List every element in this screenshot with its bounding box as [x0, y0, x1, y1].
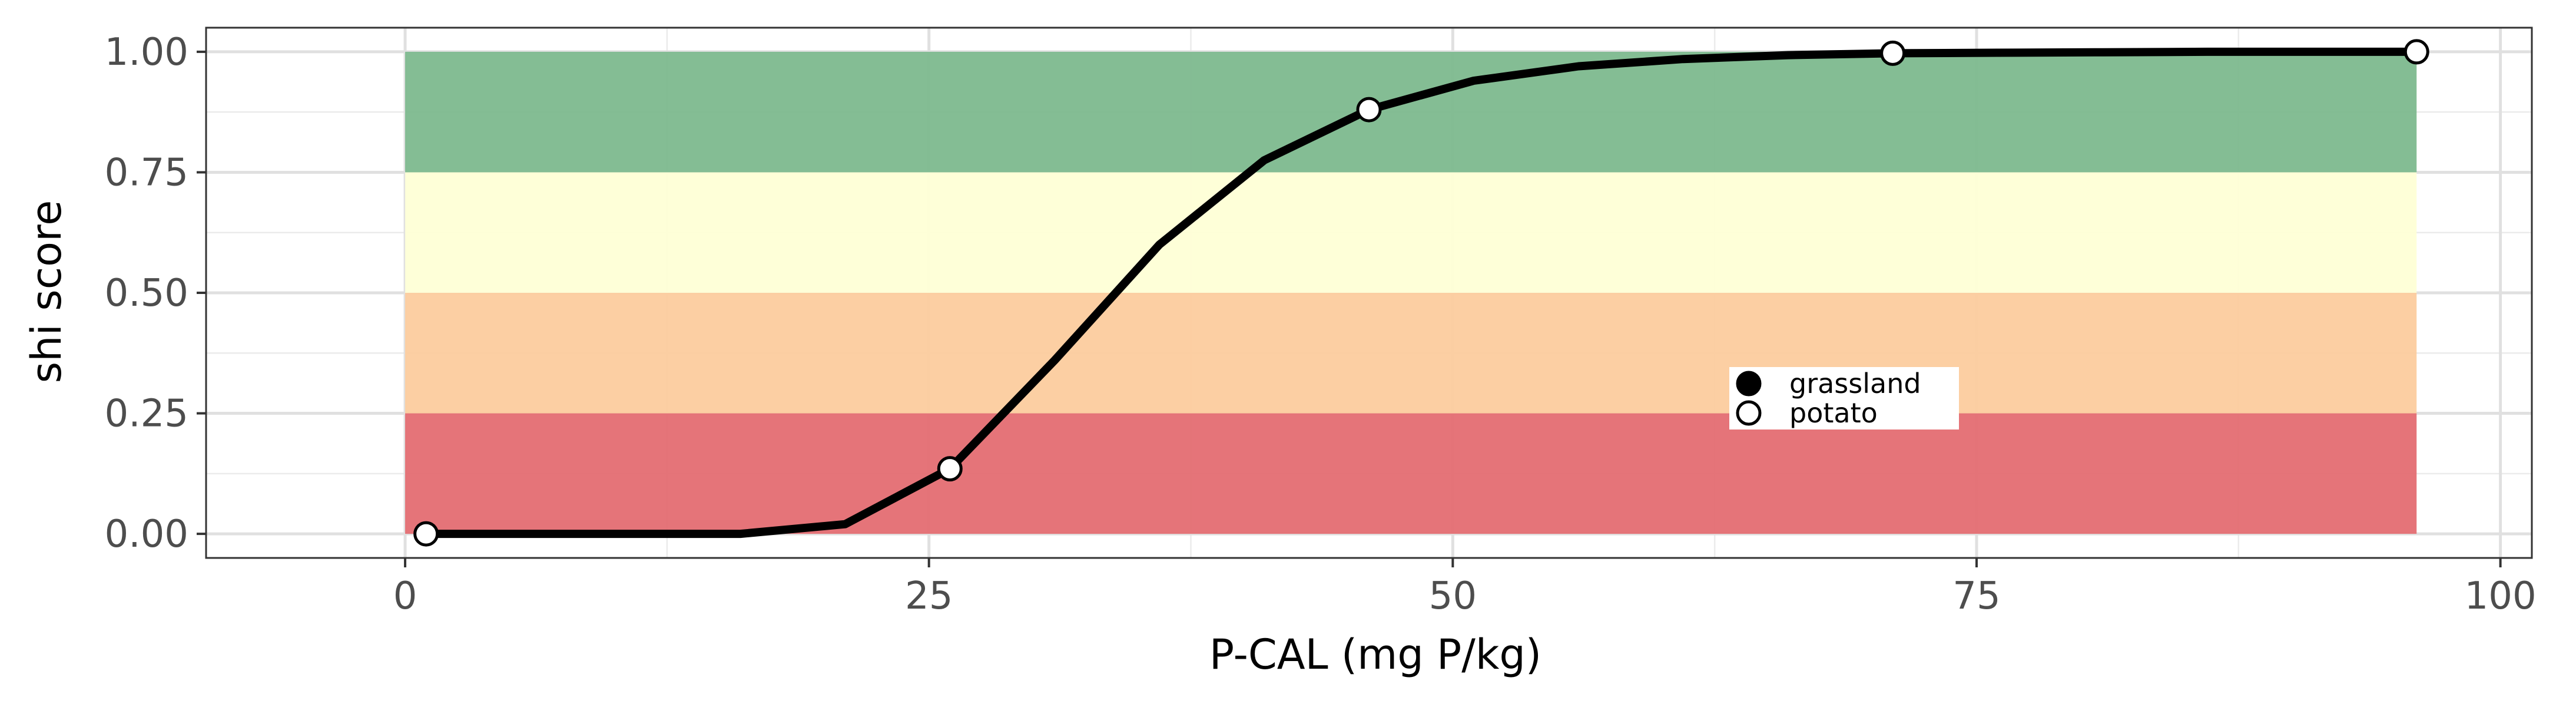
- x-tick-label: 0: [393, 574, 417, 618]
- score-band-1: [405, 293, 2417, 414]
- y-tick-label: 0.50: [105, 272, 189, 315]
- score-band-3: [405, 51, 2417, 173]
- legend-label-grassland: grassland: [1789, 368, 1921, 399]
- data-point-potato: [413, 521, 439, 547]
- y-tick-label: 0.75: [105, 151, 189, 194]
- legend-marker-grassland: [1736, 371, 1762, 397]
- axis-ticks: 0 25 50 75 100 0.00 0.25 0.50 0.75 1.00: [105, 31, 2537, 618]
- y-tick-label: 0.00: [105, 513, 189, 556]
- legend-label-potato: potato: [1789, 397, 1878, 429]
- score-bands: [405, 51, 2417, 534]
- score-band-0: [405, 413, 2417, 534]
- x-axis-title: P-CAL (mg P/kg): [1209, 630, 1541, 679]
- score-curve: [422, 47, 2421, 538]
- score-band-2: [405, 172, 2417, 293]
- data-point-potato: [1356, 97, 1382, 123]
- score-curve-line: [422, 47, 2421, 538]
- x-tick-label: 75: [1952, 574, 2000, 618]
- data-points: [413, 39, 2429, 547]
- x-tick-label: 25: [905, 574, 953, 618]
- data-point-potato: [1880, 40, 1906, 66]
- x-tick-label: 100: [2465, 574, 2537, 618]
- legend-marker-potato: [1736, 400, 1762, 426]
- data-point-potato: [2403, 39, 2429, 65]
- legend-box: [1729, 367, 1959, 430]
- y-tick-label: 0.25: [105, 392, 189, 436]
- x-tick-label: 50: [1429, 574, 1477, 618]
- y-tick-label: 1.00: [105, 31, 189, 74]
- data-point-potato: [937, 456, 963, 482]
- y-axis-title: shi score: [22, 200, 71, 384]
